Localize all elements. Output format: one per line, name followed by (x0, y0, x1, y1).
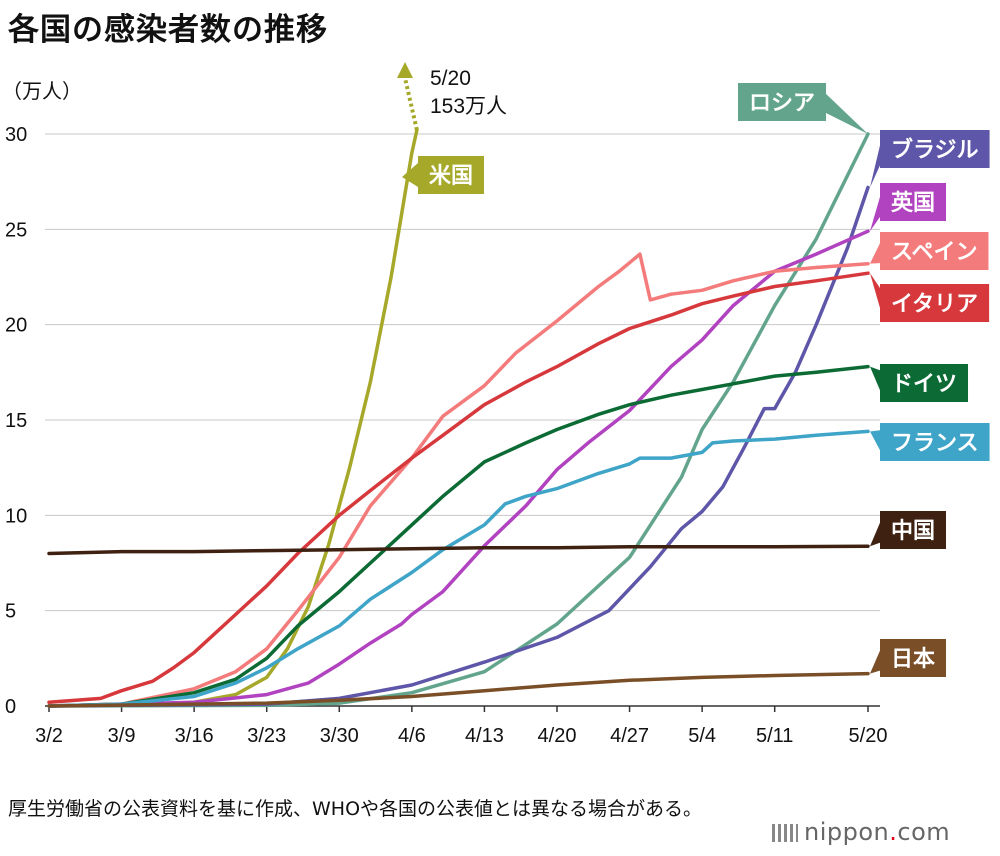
series-name: イタリア (891, 292, 978, 317)
y-tick-label: 10 (5, 505, 27, 527)
series-name: フランス (891, 431, 979, 456)
series-label-3: 英国 (870, 183, 947, 232)
y-tick-label: 0 (5, 696, 16, 718)
x-tick-label: 5/20 (849, 725, 888, 747)
x-tick-label: 3/30 (320, 725, 359, 747)
series-name: ドイツ (891, 372, 957, 397)
y-tick-label: 15 (5, 410, 27, 432)
brand-logo: nippon.com (772, 818, 950, 846)
series-label-8: 中国 (870, 511, 947, 549)
x-tick-label: 5/4 (688, 725, 716, 747)
y-tick-label: 20 (5, 315, 27, 337)
series-label-0: 米国 (402, 156, 485, 194)
series-name: スペイン (891, 240, 977, 265)
y-tick-label: 30 (5, 124, 27, 146)
x-tick-label: 3/2 (35, 725, 63, 747)
brand-name: nippon (804, 818, 890, 846)
x-tick-label: 3/16 (175, 725, 214, 747)
series-line-6 (47, 364, 870, 708)
series-line-9 (47, 671, 870, 708)
usa-arrowhead-icon (397, 62, 413, 78)
series-label-6: ドイツ (870, 364, 969, 402)
annotation-value: 153万人 (430, 95, 507, 118)
series-label-2: ブラジル (870, 130, 990, 188)
usa-line-continuation (403, 77, 419, 131)
x-tick-label: 5/11 (756, 725, 793, 747)
chart-title: 各国の感染者数の推移 (8, 12, 328, 48)
x-tick-label: 3/23 (247, 725, 286, 747)
y-tick-label: 5 (5, 601, 16, 623)
series-line-0 (47, 128, 419, 708)
x-tick-label: 4/27 (610, 725, 649, 747)
y-axis-unit-label: （万人） (2, 79, 82, 103)
brand-dot: . (889, 818, 898, 846)
series-name: 米国 (429, 164, 473, 189)
series-label-4: スペイン (870, 232, 989, 270)
x-tick-label: 3/9 (108, 725, 136, 747)
series-name: ブラジル (891, 137, 979, 163)
x-axis-ticks: 3/2 3/9 3/16 3/23 3/30 4/6 4/13 4/20 4/27 5/4 5/11… (35, 706, 887, 747)
series-line-3 (47, 229, 870, 708)
series-line-1 (47, 132, 870, 708)
series-lines (47, 62, 870, 708)
series-line-4 (47, 252, 870, 708)
footnote: 厚生労働省の公表資料を基に作成、WHOや各国の公表値とは異なる場合がある。 (8, 798, 703, 820)
x-tick-label: 4/6 (398, 725, 426, 747)
brand-bars-icon (772, 824, 798, 842)
x-tick-label: 4/13 (465, 725, 504, 747)
series-name: 中国 (891, 519, 935, 544)
series-name: ロシア (749, 91, 815, 116)
series-label-1: ロシア (738, 83, 868, 134)
series-line-5 (47, 271, 870, 704)
series-line-8 (47, 544, 870, 556)
x-tick-label: 4/20 (538, 725, 577, 747)
series-name: 英国 (891, 191, 935, 216)
y-tick-label: 25 (5, 219, 27, 241)
brand-tld: com (897, 818, 951, 846)
series-line-2 (47, 185, 870, 708)
series-line-7 (47, 429, 870, 708)
series-label-7: フランス (870, 423, 990, 461)
usa-annotation: 5/20 153万人 (430, 67, 507, 118)
series-label-5: イタリア (870, 273, 990, 322)
series-name: 日本 (891, 647, 935, 672)
series-label-9: 日本 (870, 639, 947, 677)
infection-line-chart: 0 5 10 15 20 25 30 3/2 3/9 3/16 3/23 3/30 4/6 4/13 4/… (2, 62, 990, 747)
y-axis-ticks: 0 5 10 15 20 25 30 (5, 124, 27, 718)
annotation-date: 5/20 (430, 67, 471, 90)
